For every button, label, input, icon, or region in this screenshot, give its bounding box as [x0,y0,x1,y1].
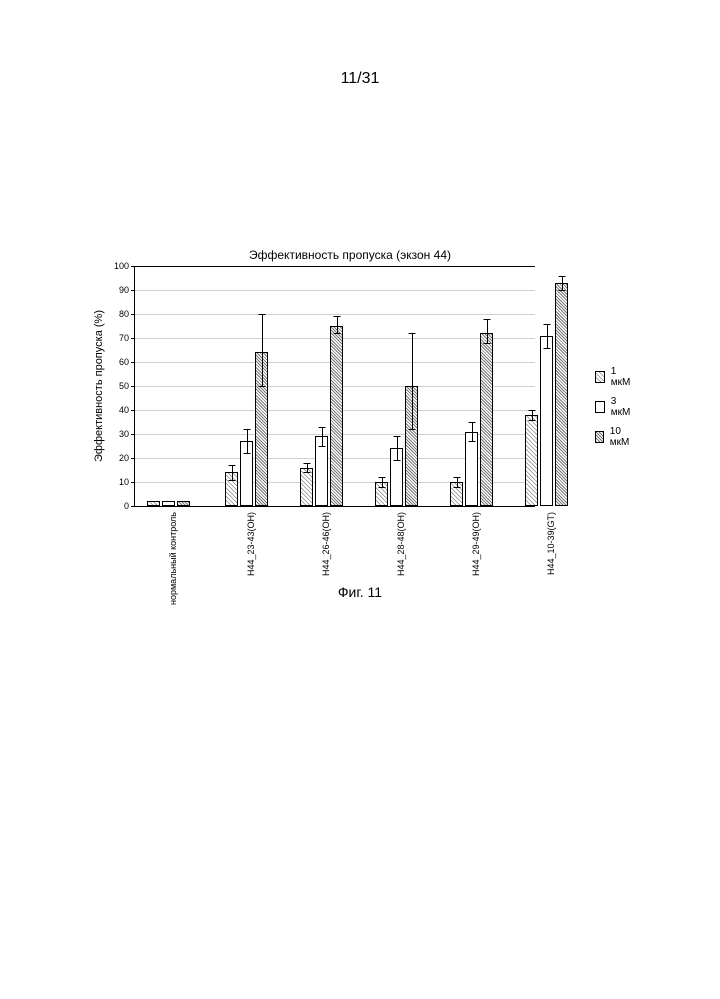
legend-swatch [595,371,605,383]
x-tick-label: H44_29-49(OH) [471,512,481,576]
y-tick-label: 100 [114,261,129,271]
error-bar [232,465,233,479]
error-bar [532,410,533,420]
x-tick-label: H44_10-39(GT) [546,512,556,575]
error-cap [393,460,400,461]
legend-swatch [595,401,605,413]
y-tick [131,482,135,483]
error-cap [483,319,490,320]
error-bar [547,324,548,348]
y-tick-label: 0 [124,501,129,511]
bar [480,333,493,506]
error-cap [258,386,265,387]
bar [330,326,343,506]
error-cap [558,276,565,277]
legend-label: 3 мкМ [611,396,633,418]
y-tick-label: 90 [119,285,129,295]
y-tick [131,386,135,387]
error-cap [528,420,535,421]
y-tick [131,338,135,339]
error-cap [543,324,550,325]
error-bar [337,316,338,333]
y-tick [131,434,135,435]
error-cap [318,446,325,447]
y-tick [131,314,135,315]
error-cap [453,487,460,488]
error-bar [562,276,563,290]
grid-line [135,314,535,315]
legend: 1 мкМ 3 мкМ 10 мкМ [595,366,633,456]
x-tick-label: H44_28-48(OH) [396,512,406,576]
chart-title: Эффективность пропуска (экзон 44) [50,248,650,262]
error-cap [468,422,475,423]
error-bar [262,314,263,386]
bar [177,501,190,506]
y-tick [131,362,135,363]
error-cap [408,333,415,334]
error-bar [247,429,248,453]
y-tick-label: 50 [119,381,129,391]
error-cap [483,343,490,344]
legend-label: 10 мкМ [610,426,633,448]
bar [147,501,160,506]
bar [555,283,568,506]
error-bar [472,422,473,441]
error-cap [543,348,550,349]
error-cap [303,472,310,473]
bar [162,501,175,506]
bar [525,415,538,506]
y-tick-label: 70 [119,333,129,343]
bar [540,336,553,506]
error-cap [228,480,235,481]
error-cap [378,487,385,488]
legend-swatch [595,431,604,443]
error-cap [243,453,250,454]
grid-line [135,290,535,291]
error-bar [322,427,323,446]
error-bar [382,477,383,487]
y-tick [131,506,135,507]
error-bar [412,333,413,429]
error-cap [453,477,460,478]
legend-label: 1 мкМ [611,366,633,388]
error-cap [408,429,415,430]
error-cap [258,314,265,315]
error-cap [378,477,385,478]
error-cap [528,410,535,411]
legend-item: 1 мкМ [595,366,633,388]
y-tick-label: 40 [119,405,129,415]
error-cap [393,436,400,437]
y-tick [131,290,135,291]
page-number: 11/31 [0,70,720,88]
y-tick-label: 10 [119,477,129,487]
error-cap [318,427,325,428]
legend-item: 10 мкМ [595,426,633,448]
figure-caption: Фиг. 11 [0,584,720,600]
y-axis-label: Эффективность пропуска (%) [93,310,105,462]
error-bar [457,477,458,487]
y-tick-label: 20 [119,453,129,463]
chart-container: Эффективность пропуска (экзон 44) Эффект… [90,248,650,507]
error-cap [303,463,310,464]
error-cap [333,333,340,334]
error-cap [228,465,235,466]
y-tick [131,458,135,459]
y-tick [131,410,135,411]
error-cap [243,429,250,430]
y-tick-label: 80 [119,309,129,319]
error-bar [397,436,398,460]
y-tick-label: 30 [119,429,129,439]
error-cap [333,316,340,317]
error-bar [307,463,308,473]
x-tick-label: H44_23-43(OH) [246,512,256,576]
x-tick-label: H44_26-46(OH) [321,512,331,576]
plot-area: Эффективность пропуска (%) 1 мкМ3 мкМ10 … [134,266,535,507]
error-bar [487,319,488,343]
bar [465,432,478,506]
legend-item: 3 мкМ [595,396,633,418]
error-cap [468,441,475,442]
y-tick-label: 60 [119,357,129,367]
error-cap [558,290,565,291]
page: 11/31 Эффективность пропуска (экзон 44) … [0,0,720,999]
